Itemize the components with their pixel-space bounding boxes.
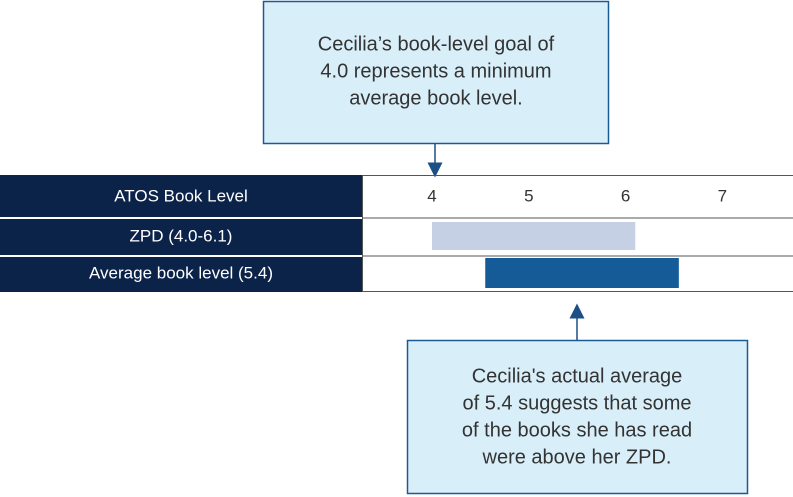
callout-box: [262, 0, 610, 145]
tick-label: 7: [718, 186, 727, 205]
callout-text: of 5.4 suggests that some: [462, 392, 691, 414]
label-cell: [0, 257, 362, 292]
range-bar: [432, 222, 636, 250]
callout-text: Cecilia's actual average: [472, 365, 683, 387]
callout-text: of the books she has read: [462, 419, 692, 441]
label-cell: [0, 219, 362, 255]
tick-label: 6: [621, 186, 630, 205]
row-label: ZPD (4.0-6.1): [130, 226, 233, 245]
tick-label: 4: [427, 186, 436, 205]
callout-text: were above her ZPD.: [482, 446, 672, 468]
tick-label: 5: [524, 186, 533, 205]
callout-text: average book level.: [349, 87, 522, 109]
range-bar: [485, 258, 679, 288]
callout-box: [406, 339, 749, 495]
callout-text: 4.0 represents a minimum: [320, 60, 551, 82]
row-label: Average book level (5.4): [89, 263, 273, 282]
label-cell: [0, 175, 362, 217]
callout-text: Cecilia’s book-level goal of: [318, 33, 555, 55]
scale-label: ATOS Book Level: [114, 186, 248, 205]
